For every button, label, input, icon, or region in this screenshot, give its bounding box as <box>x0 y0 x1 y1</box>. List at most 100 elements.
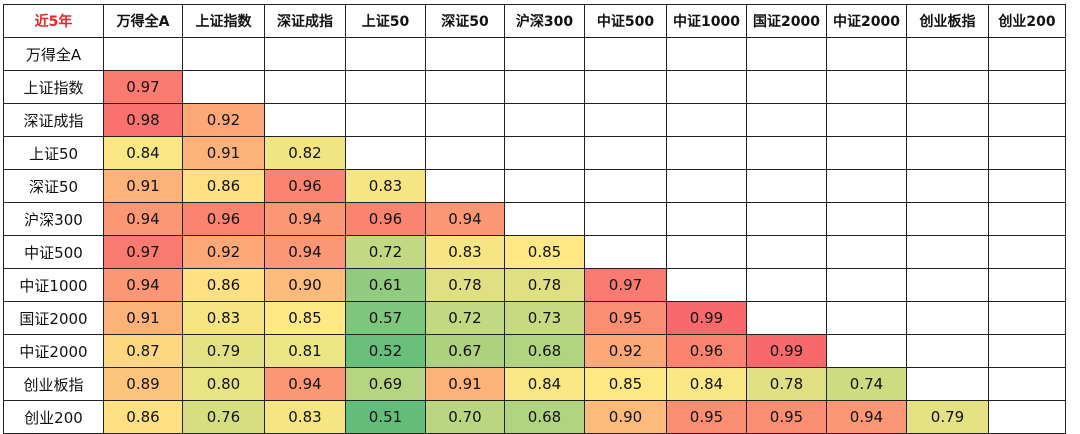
empty-cell <box>345 103 426 137</box>
heatmap-cell: 0.91 <box>182 136 265 170</box>
table-row: 国证2000 0.91 0.83 0.85 0.57 0.72 0.73 0.95 0.99 <box>3 301 1066 335</box>
empty-cell <box>584 37 667 71</box>
empty-cell <box>906 334 989 368</box>
empty-cell <box>746 103 827 137</box>
empty-cell <box>746 235 827 269</box>
empty-cell <box>826 70 907 104</box>
heatmap-cell: 0.72 <box>425 301 505 335</box>
heatmap-cell: 0.94 <box>425 202 505 236</box>
heatmap-cell: 0.83 <box>345 169 426 203</box>
empty-cell <box>988 268 1066 302</box>
column-header: 中证500 <box>584 4 667 38</box>
heatmap-cell: 0.96 <box>666 334 747 368</box>
heatmap-cell: 0.69 <box>345 367 426 401</box>
table-row: 中证500 0.97 0.92 0.94 0.72 0.83 0.85 <box>3 235 1066 269</box>
empty-cell <box>504 70 585 104</box>
heatmap-cell: 0.98 <box>103 103 183 137</box>
table-row: 深证成指 0.98 0.92 <box>3 103 1066 137</box>
heatmap-cell: 0.83 <box>182 301 265 335</box>
empty-cell <box>906 235 989 269</box>
empty-cell <box>666 169 747 203</box>
heatmap-cell: 0.99 <box>666 301 747 335</box>
heatmap-cell: 0.92 <box>182 103 265 137</box>
column-header: 上证50 <box>345 4 426 38</box>
heatmap-cell: 0.97 <box>103 235 183 269</box>
table-row: 上证指数 0.97 <box>3 70 1066 104</box>
empty-cell <box>584 70 667 104</box>
empty-cell <box>988 136 1066 170</box>
row-header: 创业200 <box>3 400 104 434</box>
empty-cell <box>584 169 667 203</box>
heatmap-cell: 0.68 <box>504 334 585 368</box>
empty-cell <box>264 70 346 104</box>
empty-cell <box>826 301 907 335</box>
empty-cell <box>504 136 585 170</box>
empty-cell <box>988 367 1066 401</box>
empty-cell <box>264 103 346 137</box>
empty-cell <box>906 169 989 203</box>
row-header: 中证500 <box>3 235 104 269</box>
heatmap-cell: 0.97 <box>584 268 667 302</box>
corner-label: 近5年 <box>3 4 104 38</box>
heatmap-cell: 0.78 <box>504 268 585 302</box>
empty-cell <box>988 70 1066 104</box>
heatmap-cell: 0.85 <box>264 301 346 335</box>
table-row: 中证2000 0.87 0.79 0.81 0.52 0.67 0.68 0.92 0.96 0.… <box>3 334 1066 368</box>
heatmap-cell: 0.68 <box>504 400 585 434</box>
empty-cell <box>103 37 183 71</box>
empty-cell <box>988 202 1066 236</box>
row-header: 中证2000 <box>3 334 104 368</box>
row-header: 中证1000 <box>3 268 104 302</box>
empty-cell <box>504 37 585 71</box>
empty-cell <box>182 70 265 104</box>
heatmap-cell: 0.76 <box>182 400 265 434</box>
heatmap-cell: 0.85 <box>584 367 667 401</box>
row-header: 深证成指 <box>3 103 104 137</box>
heatmap-cell: 0.70 <box>425 400 505 434</box>
empty-cell <box>826 103 907 137</box>
heatmap-cell: 0.91 <box>103 169 183 203</box>
empty-cell <box>746 202 827 236</box>
heatmap-cell: 0.99 <box>746 334 827 368</box>
empty-cell <box>264 37 346 71</box>
column-header: 中证1000 <box>666 4 747 38</box>
empty-cell <box>425 37 505 71</box>
heatmap-cell: 0.74 <box>826 367 907 401</box>
column-header: 国证2000 <box>746 4 827 38</box>
empty-cell <box>826 202 907 236</box>
heatmap-cell: 0.86 <box>182 169 265 203</box>
column-header: 深证50 <box>425 4 505 38</box>
heatmap-cell: 0.52 <box>345 334 426 368</box>
heatmap-cell: 0.94 <box>264 235 346 269</box>
table-row: 深证50 0.91 0.86 0.96 0.83 <box>3 169 1066 203</box>
empty-cell <box>906 70 989 104</box>
table-row: 沪深300 0.94 0.96 0.94 0.96 0.94 <box>3 202 1066 236</box>
empty-cell <box>746 136 827 170</box>
empty-cell <box>906 37 989 71</box>
empty-cell <box>826 268 907 302</box>
heatmap-cell: 0.82 <box>264 136 346 170</box>
empty-cell <box>345 37 426 71</box>
table-row: 创业板指 0.89 0.80 0.94 0.69 0.91 0.84 0.85 0.84 0.78… <box>3 367 1066 401</box>
table-row: 创业200 0.86 0.76 0.83 0.51 0.70 0.68 0.90 0.95 0.9… <box>3 400 1066 434</box>
empty-cell <box>345 136 426 170</box>
empty-cell <box>425 136 505 170</box>
empty-cell <box>906 268 989 302</box>
heatmap-cell: 0.81 <box>264 334 346 368</box>
empty-cell <box>746 301 827 335</box>
empty-cell <box>988 334 1066 368</box>
empty-cell <box>666 235 747 269</box>
heatmap-cell: 0.80 <box>182 367 265 401</box>
empty-cell <box>666 268 747 302</box>
empty-cell <box>504 169 585 203</box>
empty-cell <box>746 70 827 104</box>
empty-cell <box>666 70 747 104</box>
heatmap-cell: 0.57 <box>345 301 426 335</box>
heatmap-cell: 0.79 <box>182 334 265 368</box>
empty-cell <box>906 301 989 335</box>
column-header: 创业板指 <box>906 4 989 38</box>
empty-cell <box>584 235 667 269</box>
correlation-heatmap: 近5年 万得全A 上证指数 深证成指 上证50 深证50 沪深300 中证500 中证1000 国… <box>3 4 1066 434</box>
empty-cell <box>988 235 1066 269</box>
row-header: 创业板指 <box>3 367 104 401</box>
